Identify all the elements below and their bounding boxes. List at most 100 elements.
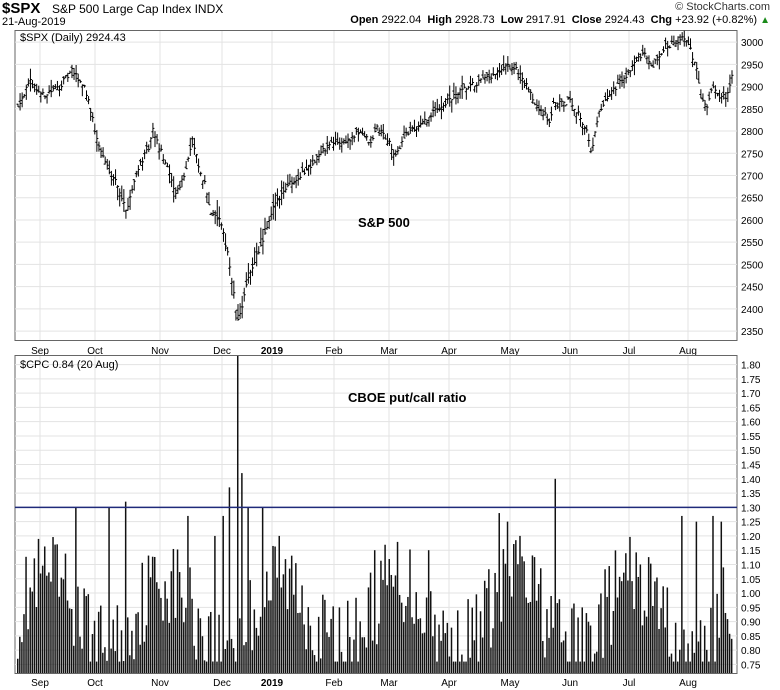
price-bar [605, 88, 609, 102]
put-call-bar [172, 548, 175, 673]
price-annotation: S&P 500 [358, 215, 410, 230]
put-call-bar [139, 644, 141, 673]
price-bar [479, 78, 483, 84]
put-call-bar [444, 633, 447, 673]
pc-y-tick-label: 1.30 [741, 503, 761, 514]
put-call-bar [255, 627, 258, 673]
put-call-bar [35, 607, 38, 673]
put-call-bar [496, 592, 498, 673]
pc-y-tick-label: 1.15 [741, 546, 761, 557]
price-bar [608, 90, 612, 97]
put-call-bar [326, 632, 328, 673]
price-bar [510, 62, 514, 76]
put-call-bar [77, 586, 79, 673]
put-call-bar [566, 661, 569, 673]
put-call-bar [602, 657, 604, 673]
price-bar [626, 69, 630, 76]
put-call-bar [226, 640, 229, 673]
price-bar [417, 121, 421, 132]
price-bar [552, 97, 555, 104]
pc-x-tick-label: Oct [87, 678, 103, 689]
price-bar [58, 85, 62, 97]
put-call-bar [266, 571, 268, 673]
put-call-bar [492, 628, 494, 673]
price-bar [495, 67, 499, 81]
put-call-bar [135, 613, 137, 673]
price-bar [682, 30, 686, 47]
price-bar [203, 174, 207, 185]
put-call-bar [579, 661, 581, 673]
put-call-bar [201, 636, 204, 673]
price-bar [603, 92, 607, 102]
price-bar [240, 295, 244, 319]
put-call-bar [93, 620, 96, 673]
put-call-bar [346, 600, 349, 673]
put-call-bar [293, 594, 295, 673]
price-x-tick-label: Jun [562, 346, 578, 355]
put-call-bar [68, 608, 71, 673]
price-bar [388, 138, 392, 146]
put-call-bar [554, 478, 557, 673]
price-bar [435, 98, 439, 114]
price-bar [678, 34, 682, 46]
price-bar [535, 99, 539, 112]
put-call-bar [564, 631, 567, 673]
put-call-bar [427, 550, 430, 673]
price-bar [587, 133, 591, 147]
price-chart: 2350 2400 2450 2500 2550 2600 2650 2700 2750 2800… [14, 30, 764, 355]
price-bar [143, 149, 147, 160]
put-call-bar [668, 656, 671, 673]
price-bar [705, 104, 709, 116]
quote-date: 21-Aug-2019 [2, 16, 66, 28]
put-call-bar [710, 607, 712, 673]
put-call-bar [506, 521, 509, 673]
price-bar [228, 257, 232, 276]
price-bar [543, 106, 547, 116]
put-call-bar [124, 501, 127, 673]
price-bar [404, 127, 408, 137]
put-call-bar [454, 661, 457, 673]
put-call-bar [23, 614, 25, 673]
pc-y-tick-label: 1.05 [741, 575, 761, 586]
price-bar [437, 104, 441, 112]
put-call-bar [438, 624, 440, 673]
put-call-bar [425, 597, 428, 673]
put-call-bar [41, 565, 44, 673]
price-bar [423, 111, 427, 125]
price-bar [703, 100, 707, 112]
price-bar [722, 86, 726, 100]
put-call-bar [620, 581, 623, 673]
price-bar [118, 188, 122, 207]
put-call-bar [232, 648, 235, 673]
put-call-bar [461, 654, 463, 673]
price-bar [221, 228, 225, 242]
put-call-bar [174, 617, 177, 673]
put-call-bar [284, 559, 287, 673]
put-call-bar [253, 609, 256, 673]
price-bar [107, 160, 111, 175]
put-call-bar [37, 538, 40, 673]
pc-x-tick-label: Aug [679, 678, 697, 689]
put-call-bar [448, 656, 451, 673]
put-call-bar [421, 633, 424, 673]
put-call-bar [639, 564, 642, 673]
put-call-bar [498, 513, 500, 673]
price-bar [329, 136, 333, 143]
pc-y-tick-label: 1.70 [741, 389, 761, 400]
put-call-bar [58, 596, 61, 673]
put-call-bar [519, 535, 521, 673]
put-call-bar [230, 638, 233, 673]
put-call-bar [548, 637, 550, 673]
price-bar [566, 96, 570, 100]
price-bar [421, 118, 425, 125]
price-bar [280, 180, 284, 206]
put-call-bar [494, 572, 496, 673]
put-call-bar [180, 597, 183, 673]
price-bar [537, 100, 541, 116]
price-bar [711, 81, 715, 89]
chg-value: +23.92 (+0.82%) [675, 14, 758, 26]
price-bar [688, 38, 692, 50]
price-bar [334, 131, 338, 146]
price-bar [234, 309, 238, 321]
put-call-bar [261, 507, 264, 673]
